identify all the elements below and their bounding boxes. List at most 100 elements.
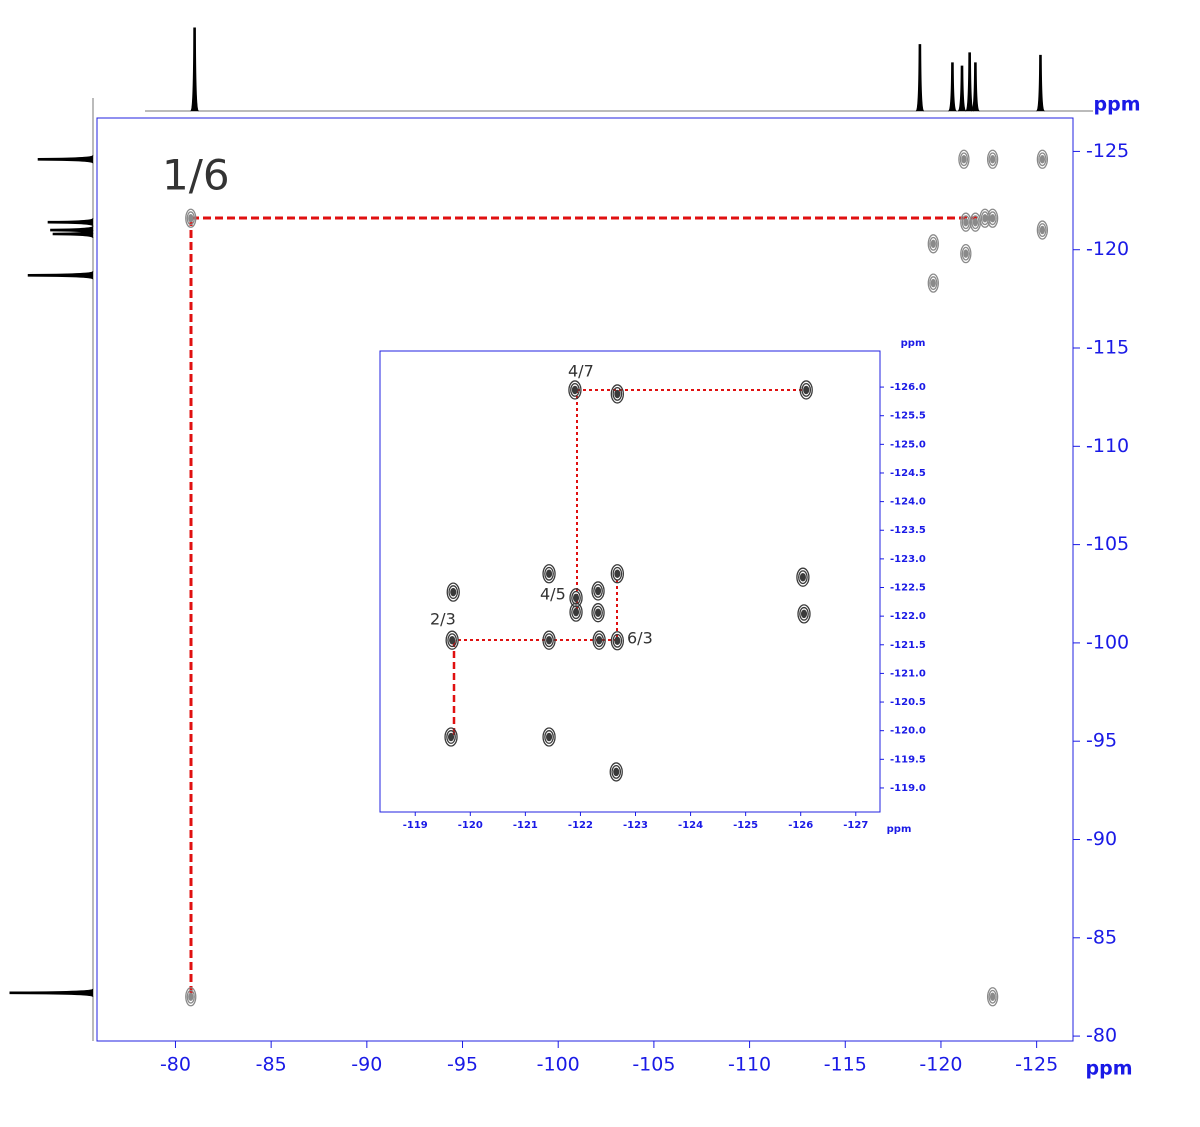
- contour-level: [444, 727, 458, 747]
- y-tick-label: -120.0: [890, 726, 926, 737]
- peak-annotation: 4/5: [540, 585, 566, 604]
- x-tick-label: -123: [623, 820, 648, 831]
- contour-level: [612, 566, 623, 581]
- x-tick-label: -85: [256, 1054, 287, 1076]
- cross-peak: [986, 149, 999, 169]
- contour-level: [796, 567, 810, 587]
- contour-level: [801, 382, 812, 397]
- contour-level: [446, 730, 456, 744]
- contour-level: [611, 764, 622, 779]
- contour-level: [449, 635, 456, 645]
- contour-level: [988, 152, 997, 167]
- cross-peak: [444, 727, 458, 747]
- contour-level: [612, 633, 623, 648]
- contour-level: [971, 215, 980, 230]
- contour-level: [989, 214, 996, 223]
- contour-level: [596, 635, 603, 645]
- y-tick-label: -121.5: [890, 640, 926, 651]
- contour-level: [972, 217, 979, 227]
- contour-level: [446, 582, 460, 602]
- contour-level: [594, 633, 605, 648]
- x-tick-label: -95: [447, 1054, 478, 1076]
- contour-level: [1038, 152, 1047, 167]
- contour-level: [610, 631, 624, 651]
- contour-level: [799, 572, 806, 582]
- x-tick-label: -124: [678, 820, 703, 831]
- projection-peak: [52, 229, 94, 239]
- y-axis-label: ppm: [901, 338, 926, 349]
- y-axis-label: ppm: [1094, 94, 1141, 116]
- contour-level: [929, 236, 938, 251]
- contour-level: [591, 603, 605, 623]
- x-tick-label: -126: [788, 820, 813, 831]
- contour-level: [961, 215, 970, 230]
- cross-peak: [446, 582, 460, 602]
- contour-level: [927, 234, 939, 254]
- y-tick-label: -119.5: [890, 754, 926, 765]
- cross-peak: [591, 581, 605, 601]
- contour-level: [963, 217, 969, 227]
- projection-peak: [915, 44, 925, 112]
- projection-peak: [1035, 54, 1045, 112]
- inset-frame: [379, 350, 881, 813]
- contour-level: [445, 630, 459, 650]
- peak-annotation: 6/3: [627, 629, 653, 648]
- contour-level: [989, 992, 996, 1002]
- cross-peak: [979, 208, 991, 228]
- contour-level: [188, 214, 194, 223]
- contour-level: [1038, 223, 1047, 238]
- cross-peak: [797, 604, 811, 624]
- y-tick-label: -124.5: [890, 468, 926, 479]
- contour-level: [980, 211, 990, 226]
- contour-level: [186, 211, 195, 226]
- y-tick-label: -120: [1086, 238, 1129, 260]
- cross-peak: [569, 588, 583, 608]
- x-axis-label: ppm: [1086, 1058, 1133, 1080]
- cross-peak: [610, 564, 624, 584]
- contour-level: [982, 214, 988, 223]
- y-tick-label: -119.0: [890, 783, 926, 794]
- contour-level: [989, 155, 996, 164]
- cross-peak: [568, 380, 582, 400]
- contour-level: [799, 380, 813, 400]
- contour-level: [542, 564, 556, 584]
- contour-level: [595, 608, 602, 617]
- cross-peak: [185, 987, 197, 1007]
- cross-peak: [185, 208, 197, 228]
- contour-level: [986, 208, 999, 228]
- contour-level: [569, 588, 583, 608]
- contour-level: [571, 385, 578, 395]
- contour-level: [958, 149, 970, 169]
- y-tick-label: -110: [1086, 435, 1129, 457]
- contour-level: [546, 569, 553, 579]
- contour-level: [800, 609, 808, 619]
- contour-level: [546, 635, 553, 645]
- x-tick-label: -127: [843, 820, 868, 831]
- projection-peak: [27, 270, 94, 280]
- projection-peak: [970, 62, 980, 112]
- contour-level: [960, 243, 972, 264]
- y-tick-label: -115: [1086, 337, 1129, 359]
- contour-level: [798, 570, 808, 585]
- contour-level: [1039, 225, 1046, 235]
- contour-level: [593, 605, 603, 620]
- y-tick-label: -124.0: [890, 497, 926, 508]
- contour-level: [591, 581, 605, 601]
- projection-peak: [9, 988, 94, 998]
- contour-level: [610, 384, 624, 404]
- projection-peak: [47, 217, 94, 227]
- cross-peak: [927, 234, 939, 254]
- x-tick-label: -90: [351, 1054, 382, 1076]
- x-tick-label: -80: [160, 1054, 191, 1076]
- y-tick-label: -125.0: [890, 439, 926, 450]
- contour-level: [542, 630, 556, 650]
- contour-level: [614, 569, 621, 579]
- cross-peak: [960, 212, 972, 232]
- cross-peak: [960, 243, 972, 264]
- contour-level: [927, 273, 939, 293]
- x-axis-label: ppm: [887, 824, 912, 835]
- contour-level: [930, 239, 936, 249]
- cross-peak: [796, 567, 810, 587]
- correlation-path: [189, 216, 977, 996]
